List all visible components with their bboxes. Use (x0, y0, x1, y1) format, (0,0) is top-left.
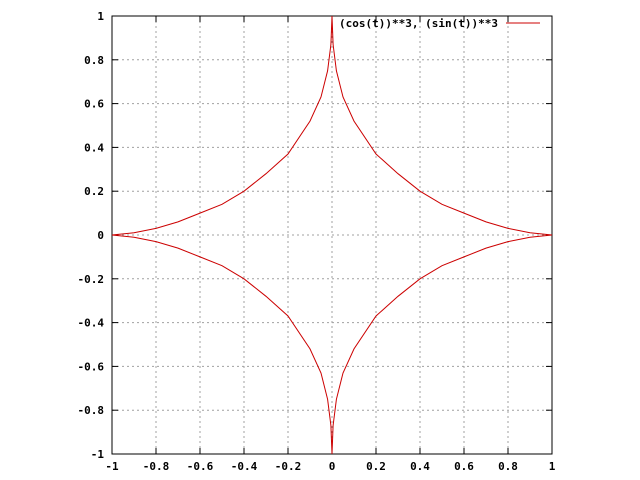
x-tick-label: 1 (549, 460, 556, 473)
legend-label: (cos(t))**3, (sin(t))**3 (339, 17, 498, 30)
y-tick-label: -0.6 (78, 360, 105, 373)
y-tick-label: 0.6 (84, 98, 104, 111)
x-tick-label: 0.4 (410, 460, 430, 473)
x-tick-label: -0.6 (187, 460, 214, 473)
x-tick-label: -1 (105, 460, 119, 473)
x-tick-label: 0.8 (498, 460, 518, 473)
y-axis-tick-labels: -1 -0.8 -0.6 -0.4 -0.2 0 0.2 0.4 0.6 0.8 1 (78, 10, 105, 461)
y-tick-label: -0.2 (78, 273, 105, 286)
x-tick-label: 0.2 (366, 460, 386, 473)
series-layer (111, 15, 553, 455)
y-tick-label: 0.8 (84, 54, 104, 67)
y-tick-label: -0.8 (78, 404, 105, 417)
series-line-0 (111, 15, 553, 455)
x-tick-label: -0.2 (275, 460, 302, 473)
x-tick-label: 0 (329, 460, 336, 473)
y-tick-label: 0.2 (84, 185, 104, 198)
x-axis-tick-labels: -1 -0.8 -0.6 -0.4 -0.2 0 0.2 0.4 0.6 0.8 1 (105, 460, 555, 473)
y-tick-label: 0.4 (84, 141, 104, 154)
legend: (cos(t))**3, (sin(t))**3 (339, 17, 540, 30)
x-tick-label: -0.8 (143, 460, 170, 473)
y-tick-label: -1 (91, 448, 105, 461)
y-tick-label: 0 (97, 229, 104, 242)
y-tick-label: 1 (97, 10, 104, 23)
x-tick-label: -0.4 (231, 460, 258, 473)
y-tick-label: -0.4 (78, 317, 105, 330)
x-tick-label: 0.6 (454, 460, 474, 473)
grid-lines (112, 16, 552, 454)
